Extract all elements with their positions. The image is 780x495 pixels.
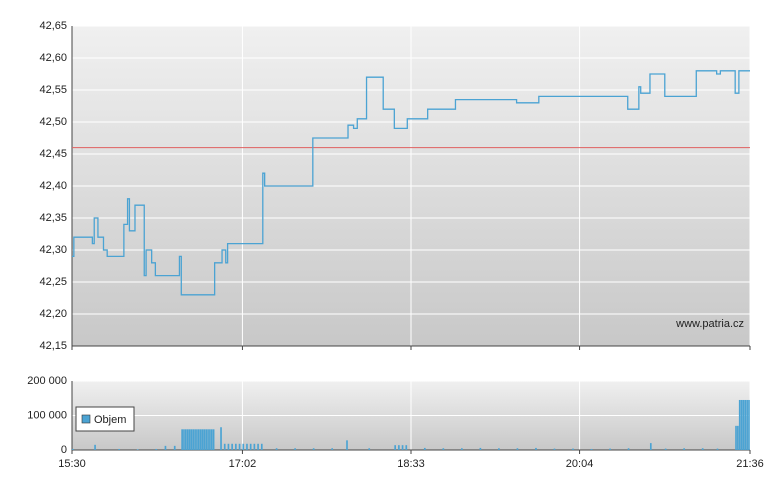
x-tick-label: 21:36	[736, 458, 764, 470]
volume-bar	[479, 447, 482, 450]
volume-bar	[735, 425, 737, 450]
volume-bar	[737, 425, 739, 450]
volume-bar	[257, 443, 259, 450]
y-tick-label: 0	[61, 444, 67, 456]
volume-bar	[238, 443, 241, 450]
volume-bar	[173, 445, 176, 450]
volume-bar	[94, 444, 96, 450]
y-tick-label: 42,40	[39, 180, 67, 192]
volume-bar	[210, 429, 213, 450]
volume-bar	[203, 429, 206, 450]
volume-bar	[231, 443, 233, 450]
volume-bar	[118, 448, 120, 450]
volume-bar	[649, 443, 652, 450]
volume-bar	[275, 448, 278, 450]
volume-bar	[196, 429, 198, 450]
volume-bar	[742, 399, 745, 450]
volume-bar	[461, 448, 463, 450]
volume-bar	[401, 445, 404, 450]
y-tick-label: 42,20	[39, 308, 67, 320]
volume-bar	[346, 440, 348, 450]
volume-bar	[197, 429, 200, 450]
volume-bar	[744, 399, 747, 450]
volume-bar	[209, 429, 211, 450]
y-tick-label: 42,60	[39, 52, 67, 64]
x-tick-label: 15:30	[58, 458, 86, 470]
volume-bar	[394, 445, 396, 450]
volume-bar	[331, 448, 334, 450]
volume-bar	[716, 448, 719, 450]
volume-bar	[368, 448, 371, 450]
y-tick-label: 42,30	[39, 244, 67, 256]
volume-bar	[535, 447, 537, 450]
y-tick-label: 42,45	[39, 148, 67, 160]
volume-bar	[572, 448, 574, 450]
volume-bar	[194, 429, 196, 450]
y-tick-label: 42,15	[39, 340, 67, 352]
volume-bar	[627, 448, 630, 450]
volume-bar	[249, 443, 252, 450]
volume-bar	[664, 448, 667, 450]
volume-bar	[423, 447, 426, 450]
volume-bar	[312, 448, 315, 450]
volume-bar	[398, 445, 400, 450]
y-tick-label: 100 000	[27, 409, 67, 421]
y-tick-label: 200 000	[27, 375, 67, 387]
y-tick-label: 42,25	[39, 276, 67, 288]
volume-bar	[223, 443, 226, 450]
volume-bar	[260, 443, 263, 450]
volume-bar	[136, 449, 139, 450]
volume-bar	[185, 429, 187, 450]
volume-bar	[199, 429, 202, 450]
volume-bar	[72, 448, 74, 450]
volume-bar	[516, 448, 519, 450]
volume-bar	[235, 443, 237, 450]
volume-bar	[553, 448, 556, 450]
y-tick-label: 42,35	[39, 212, 67, 224]
volume-bar	[748, 399, 750, 450]
volume-bar	[220, 427, 222, 450]
volume-bar	[590, 448, 593, 450]
volume-bar	[186, 429, 189, 450]
volume-bar	[192, 429, 195, 450]
volume-bar	[227, 443, 230, 450]
volume-bar	[201, 429, 204, 450]
volume-bar	[242, 443, 245, 450]
volume-bar	[701, 448, 704, 450]
volume-bar	[253, 443, 256, 450]
price-line	[72, 70, 750, 296]
x-tick-label: 17:02	[229, 458, 257, 470]
volume-bar	[609, 448, 611, 450]
y-tick-label: 42,50	[39, 116, 67, 128]
legend-label: Objem	[94, 414, 126, 426]
volume-bar	[155, 448, 158, 450]
y-tick-label: 42,55	[39, 84, 67, 96]
volume-bar	[205, 429, 208, 450]
volume-bar	[498, 448, 500, 450]
volume-bar	[294, 448, 296, 450]
volume-bar	[740, 399, 743, 450]
volume-bar	[188, 429, 191, 450]
watermark: www.patria.cz	[675, 318, 744, 330]
volume-bar	[683, 448, 685, 450]
legend-swatch	[81, 414, 91, 424]
volume-bar	[746, 399, 748, 450]
volume-bar	[405, 445, 408, 450]
y-tick-label: 42,65	[39, 20, 67, 32]
x-tick-label: 18:33	[397, 458, 425, 470]
volume-bar	[212, 429, 215, 450]
volume-bar	[190, 429, 193, 450]
x-tick-label: 20:04	[566, 458, 594, 470]
volume-bar	[246, 443, 248, 450]
volume-bar	[207, 429, 209, 450]
volume-bar	[738, 399, 741, 450]
volume-bar	[442, 448, 445, 450]
volume-bar	[183, 429, 185, 450]
volume-bar	[181, 429, 183, 450]
volume-bar	[164, 445, 167, 450]
